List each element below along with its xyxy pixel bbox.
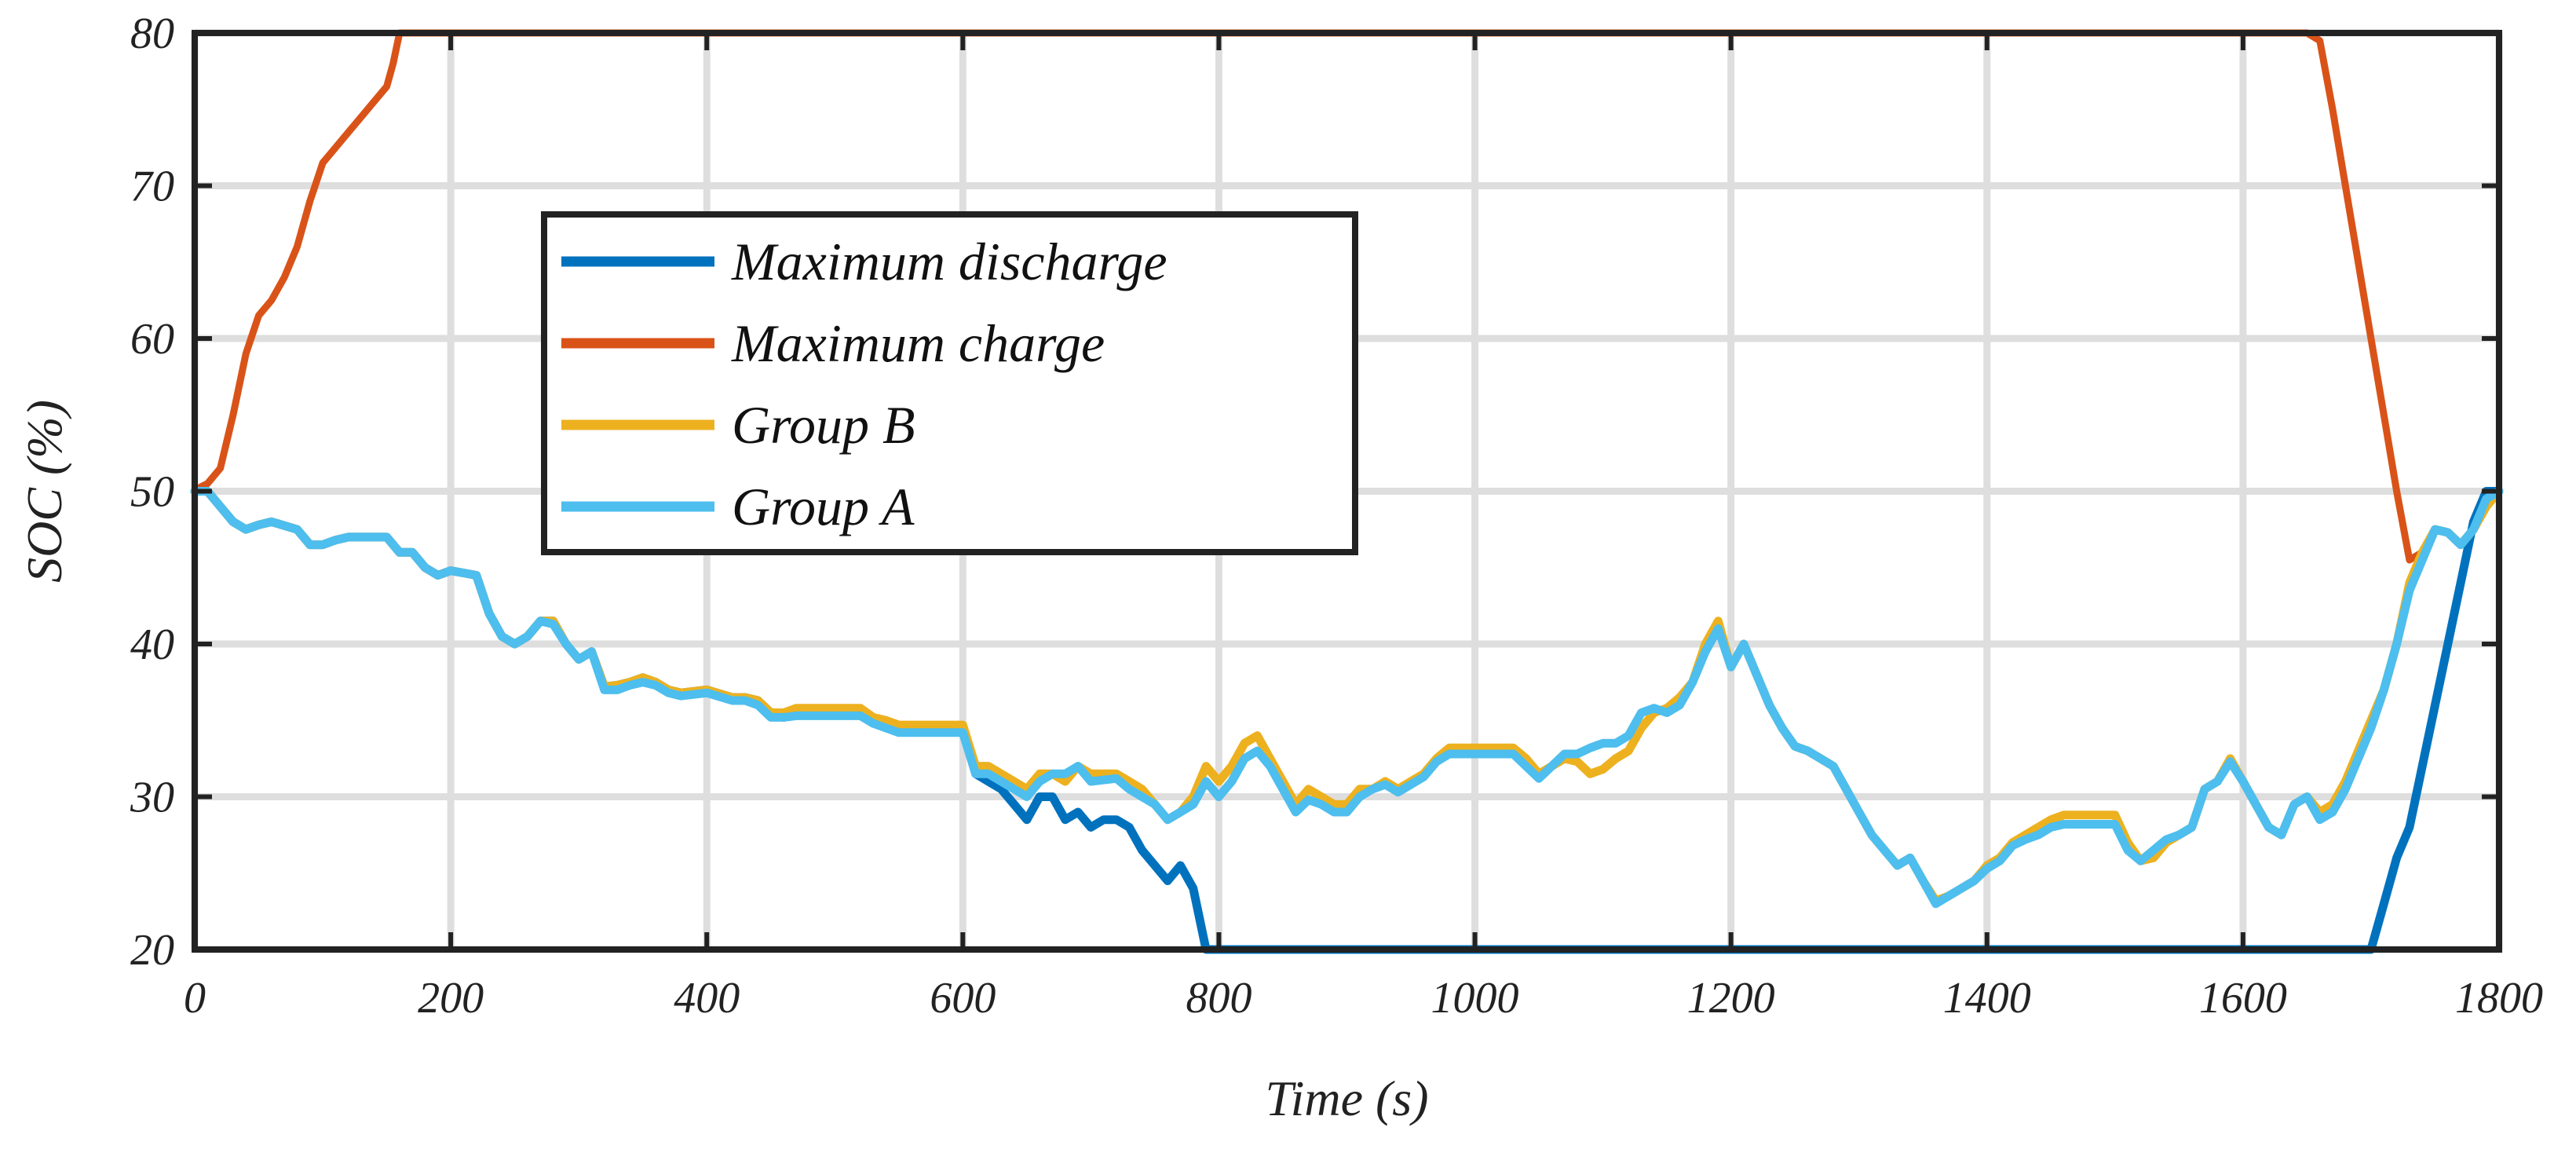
legend-label-group-b: Group B: [732, 395, 915, 455]
x-tick-label-1200: 1200: [1687, 974, 1775, 1023]
legend: Maximum discharge Maximum charge Group B Gr…: [541, 211, 1358, 555]
x-tick-label-1600: 1600: [2199, 974, 2287, 1023]
y-tick-label-60: 60: [130, 315, 174, 364]
legend-items: Maximum discharge Maximum charge Group B Gr…: [561, 232, 1167, 536]
x-tick-label-400: 400: [674, 974, 740, 1023]
legend-box: [541, 211, 1358, 555]
y-tick-label-40: 40: [130, 620, 174, 669]
legend-label-maximum-charge: Maximum charge: [731, 313, 1105, 373]
y-tick-label-50: 50: [130, 468, 174, 517]
x-tick-label-1400: 1400: [1943, 974, 2031, 1023]
legend-label-maximum-discharge: Maximum discharge: [731, 232, 1167, 291]
legend-label-group-a: Group A: [732, 477, 915, 536]
series-line-group-a: [190, 487, 2504, 909]
y-tick-label-20: 20: [130, 926, 174, 975]
x-tick-label-600: 600: [930, 974, 996, 1023]
x-tick-label-1000: 1000: [1431, 974, 1519, 1023]
x-axis-label: Time (s): [1266, 1070, 1429, 1126]
x-tick-label-0: 0: [184, 974, 206, 1023]
y-tick-label-70: 70: [130, 163, 174, 211]
x-tick-label-800: 800: [1186, 974, 1251, 1023]
tick-marks: [192, 31, 2501, 952]
tick-labels: 0 200 400 600 800 1000 1200 1400 1600 1800 20 30 40 5…: [130, 9, 2543, 1023]
x-tick-label-1800: 1800: [2455, 974, 2543, 1023]
y-tick-label-30: 30: [130, 774, 174, 822]
y-tick-label-80: 80: [130, 9, 174, 58]
y-axis-label: SOC (%): [16, 400, 72, 583]
x-tick-label-200: 200: [418, 974, 484, 1023]
